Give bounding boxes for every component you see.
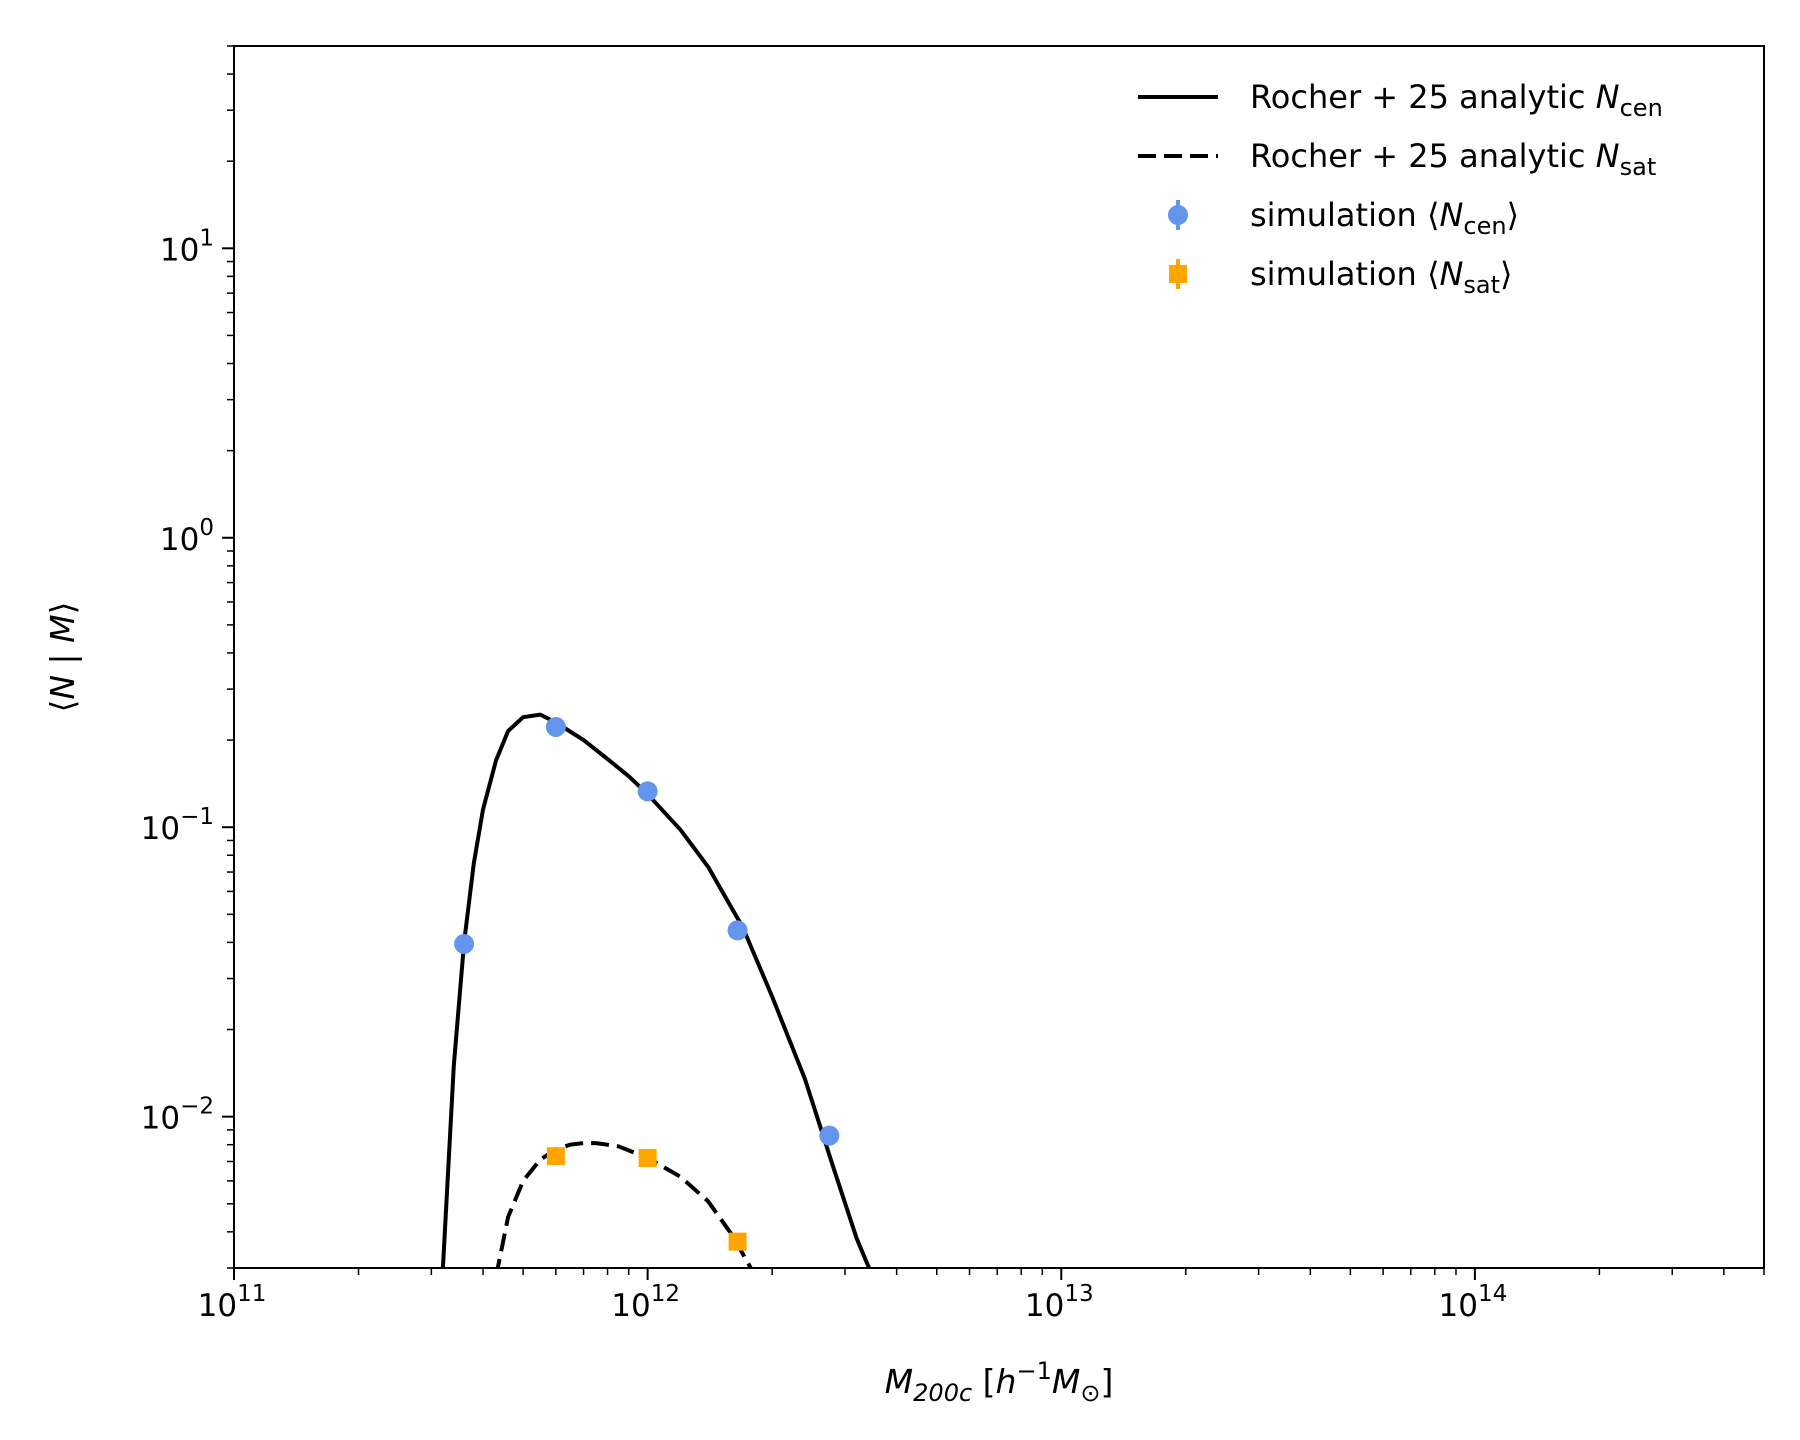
y-tick-label: 101 [160,225,214,268]
data-point-cen [454,933,475,954]
y-label-close: ⟩ [43,601,82,614]
x-label-open: [ [972,1362,995,1401]
plot-frame [233,45,1765,1269]
minor-ticks [227,45,1765,1275]
x-tick-label: 1013 [1025,1281,1094,1324]
x-tick-label: 1012 [611,1281,680,1324]
major-ticks [222,247,1476,1280]
data-point-sat [546,1147,565,1166]
x-label-h: h [996,1362,1017,1401]
y-label-sep: | [43,643,82,675]
y-tick-label: 100 [160,515,214,558]
data-point-cen [637,781,658,802]
data-point-sat [728,1232,747,1251]
legend-label-2: simulation ⟨Ncen⟩ [1250,196,1519,240]
tick-labels: 1011 1012 1013 1014 10−2 10−1 100 101 [141,225,1508,1324]
data-point-cen [545,716,566,737]
legend-label-3: simulation ⟨Nsat⟩ [1250,255,1513,299]
legend-label-0: Rocher + 25 analytic Ncen [1250,78,1663,122]
x-tick-label: 1014 [1439,1281,1508,1324]
plot-area [440,712,872,1268]
legend-marker-2 [1168,205,1188,225]
legend: Rocher + 25 analytic Ncen Rocher + 25 ana… [1138,78,1663,299]
x-label-sun: ⊙ [1080,1379,1100,1407]
y-label-open: ⟨ [43,700,82,713]
x-label-exp: −1 [1016,1357,1051,1385]
x-label-sub: 200c [913,1379,972,1407]
legend-marker-3 [1169,265,1187,283]
x-label-m: M [1052,1362,1080,1401]
y-label-n: N [43,675,82,700]
series-line-0 [440,712,872,1268]
x-tick-label: 1011 [198,1281,267,1324]
series-line-1 [495,1141,754,1268]
legend-label-1: Rocher + 25 analytic Nsat [1250,137,1656,181]
series-lines [440,712,872,1268]
y-tick-label: 10−1 [141,804,214,847]
x-label-var: M [885,1362,913,1401]
data-point-cen [727,920,748,941]
data-point-sat [638,1148,657,1167]
x-axis-label: M200c [h−1M⊙] [885,1357,1114,1407]
data-point-cen [819,1125,840,1146]
x-label-close: ] [1100,1362,1113,1401]
y-tick-label: 10−2 [141,1094,214,1137]
y-axis-label: ⟨N | M⟩ [43,601,82,712]
y-label-m: M [43,614,82,642]
series-points [454,716,840,1251]
